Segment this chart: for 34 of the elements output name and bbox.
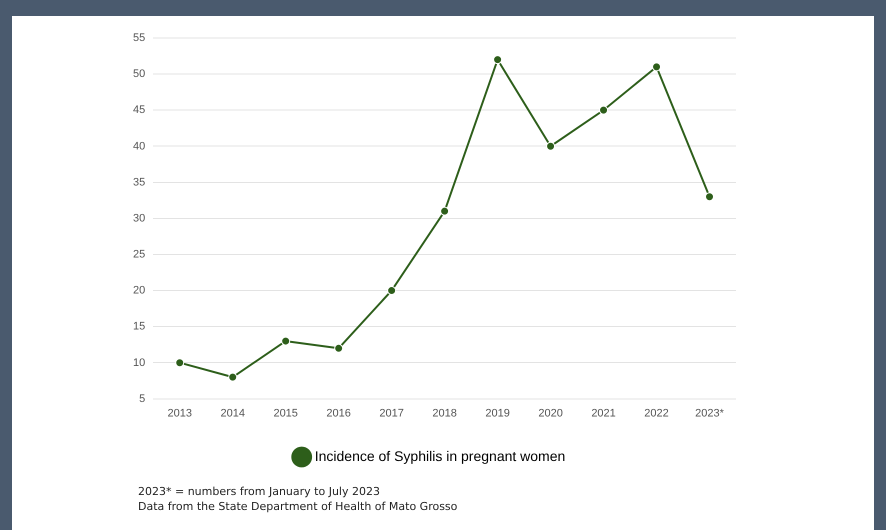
text: Data from the State Department of Health of Mato Grosso	[138, 499, 458, 514]
y-tick-label: 55	[132, 32, 146, 44]
x-tick-label: 2022	[644, 407, 669, 420]
y-tick-label: 10	[132, 356, 146, 369]
y-tick-label: 40	[132, 140, 146, 152]
point	[175, 358, 184, 368]
x-tick-label: 2019	[485, 407, 510, 420]
legend-label: Incidence of Syphilis in pregnant women	[314, 448, 566, 464]
y-tick-label: 15	[132, 320, 146, 333]
x-tick-label: 2016	[326, 407, 351, 420]
point	[228, 372, 238, 382]
point	[281, 336, 290, 346]
y-tick-label: 30	[132, 212, 146, 224]
y-tick-label: 25	[132, 248, 146, 261]
point	[599, 106, 608, 115]
x-tick-label: 2017	[379, 407, 404, 420]
x-tick-label: 2023*	[695, 407, 725, 420]
y-tick-label: 45	[132, 104, 146, 116]
x-tick-label: 2013	[167, 407, 192, 420]
x-tick-label: 2018	[432, 407, 457, 420]
point	[334, 344, 344, 353]
x-tick-label: 2014	[220, 407, 245, 420]
text: 2023* = numbers from January to July 2023	[138, 484, 381, 499]
x-tick-label: 2020	[538, 407, 563, 420]
point	[440, 206, 450, 216]
y-tick-label: 5	[139, 392, 146, 405]
point	[387, 286, 396, 296]
point	[493, 55, 502, 64]
x-tick-label: 2015	[273, 407, 298, 420]
y-tick-label: 35	[132, 176, 146, 188]
y-tick-label: 50	[132, 68, 146, 80]
y-tick-label: 20	[132, 284, 146, 297]
x-tick-label: 2021	[591, 407, 616, 420]
point	[546, 142, 556, 151]
